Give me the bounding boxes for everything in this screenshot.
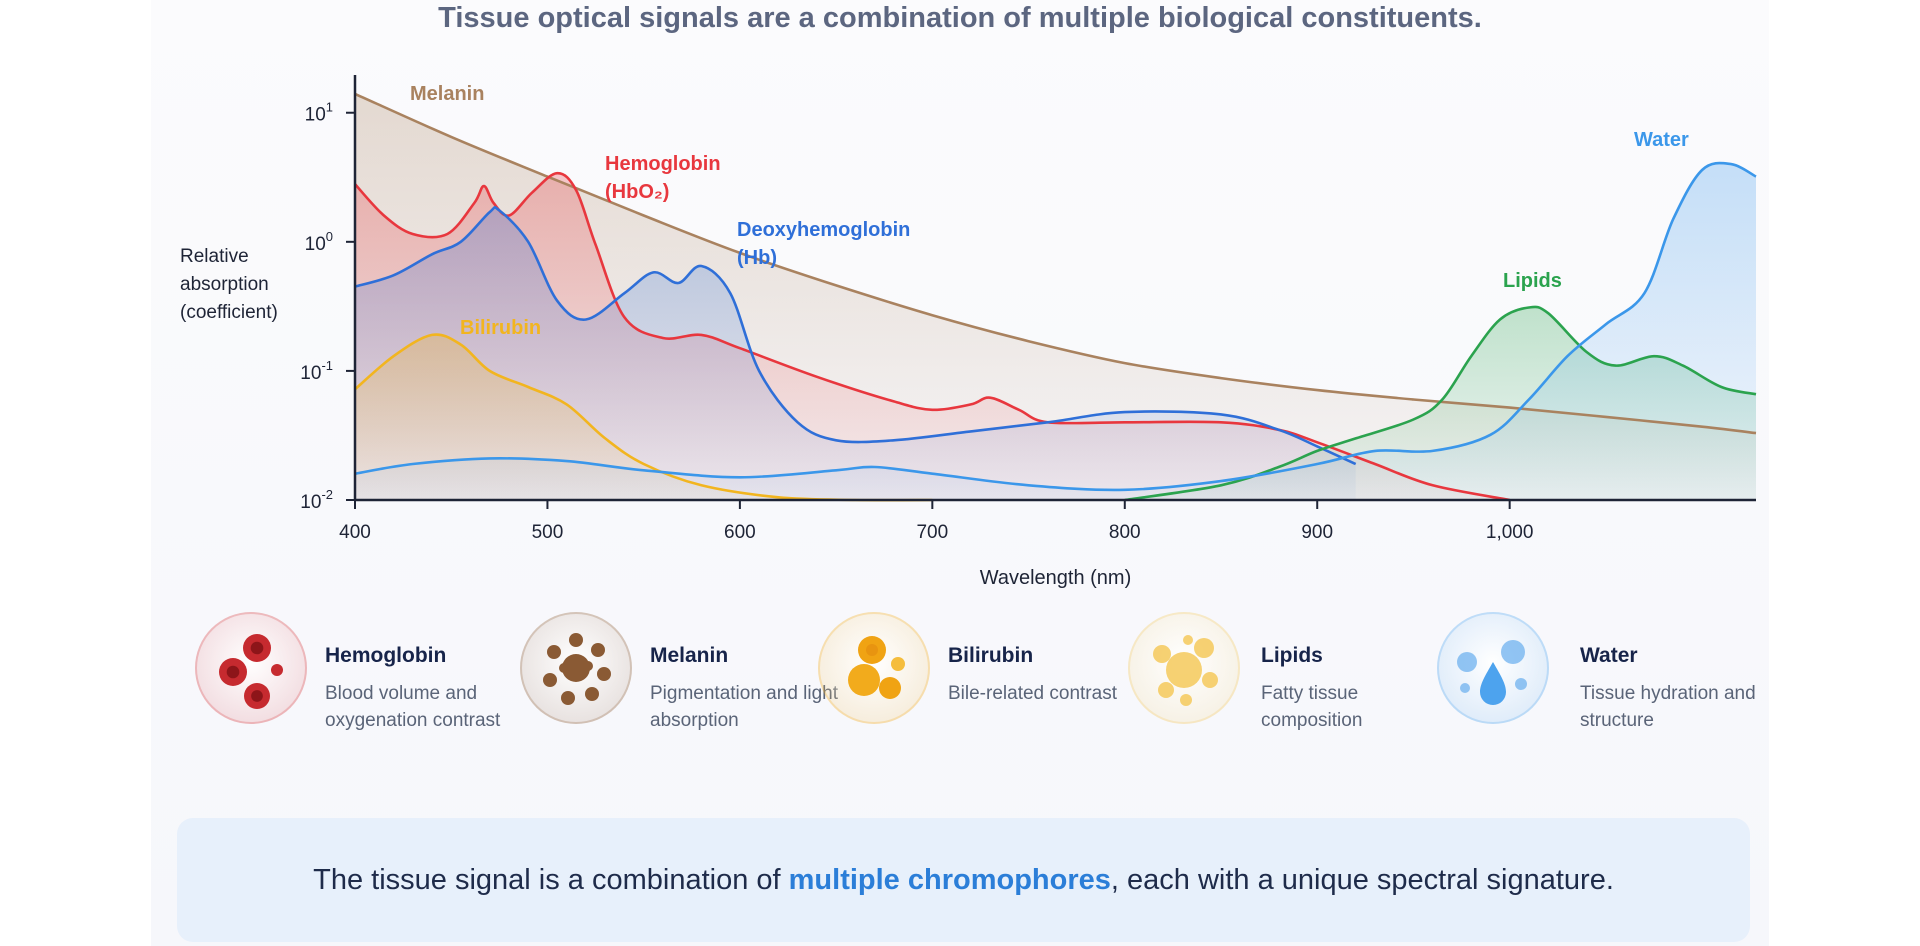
lipid-droplets-icon [1153, 635, 1218, 706]
series-label: Melanin [410, 83, 484, 105]
x-tick-label: 600 [724, 522, 756, 543]
y-axis-label: (coefficient) [180, 302, 278, 323]
callout-before: The tissue signal is a combination of [313, 864, 789, 896]
series-label: Lipids [1503, 270, 1562, 292]
legend-icon-circle [818, 612, 930, 724]
callout-highlight: multiple chromophores [788, 864, 1111, 896]
y-tick-label: 10-1 [300, 358, 333, 384]
summary-callout: The tissue signal is a combination of mu… [177, 818, 1750, 942]
callout-after: , each with a unique spectral signature. [1110, 864, 1614, 896]
y-tick-label: 100 [305, 229, 333, 255]
legend-description: Pigmentation and light absorption [650, 683, 839, 731]
series-label: Hemoglobin [605, 153, 721, 175]
legend-card-hemoglobin: Hemoglobin Blood volume and oxygenation c… [195, 612, 525, 742]
legend-title: Melanin [650, 644, 729, 667]
x-tick-label: 700 [916, 522, 948, 543]
line-water [354, 161, 1757, 492]
y-axis-label: absorption [180, 274, 269, 295]
absorption-chart: 400 500 600 700 800 900 1,000 101 100 10-1 10-2 Wav… [180, 75, 1757, 589]
area-water [355, 163, 1756, 500]
legend-description: Bile-related contrast [948, 683, 1117, 704]
series-label: Bilirubin [460, 317, 541, 339]
legend-icon-circle [1128, 612, 1240, 724]
x-tick-label: 400 [339, 522, 371, 543]
line-lipids [1124, 305, 1757, 502]
x-axis-label: Wavelength (nm) [980, 567, 1132, 589]
legend-card-bilirubin: Bilirubin Bile-related contrast [818, 612, 1148, 742]
x-tick-label: 900 [1301, 522, 1333, 543]
legend-description: Tissue hydration and structure [1580, 683, 1756, 731]
y-tick-label: 101 [305, 100, 333, 126]
legend-card-melanin: Melanin Pigmentation and light absorption [520, 612, 850, 742]
bilirubin-icon [848, 636, 905, 699]
legend-icon-circle [195, 612, 307, 724]
legend-icon-circle [1437, 612, 1549, 724]
line-deoxyhemoglobin-hb [354, 206, 1357, 466]
x-tick-label: 800 [1109, 522, 1141, 543]
legend-icon-circle [520, 612, 632, 724]
red-blood-cells-icon [219, 634, 283, 709]
series-label: Water [1634, 129, 1689, 151]
legend-title: Hemoglobin [325, 644, 447, 667]
series-label: (Hb) [737, 247, 777, 269]
legend-card-lipids: Lipids Fatty tissue composition [1128, 612, 1461, 742]
legend-description: Blood volume and oxygenation contrast [325, 683, 501, 731]
line-hemoglobin-hbo2 [354, 171, 1510, 502]
area-deoxyhemoglobin-hb [355, 207, 1356, 500]
headline: Tissue optical signals are a combination… [438, 2, 1482, 34]
line-melanin [354, 92, 1757, 435]
legend-title: Bilirubin [948, 644, 1034, 667]
legend-description: Fatty tissue composition [1261, 683, 1363, 731]
series-label: (HbO₂) [605, 181, 669, 203]
melanin-granules-icon [543, 633, 611, 705]
y-axis-label: Relative [180, 246, 249, 267]
water-droplet-icon [1457, 640, 1527, 705]
legend-card-water: Water Tissue hydration and structure [1437, 612, 1780, 742]
legend-title: Lipids [1261, 644, 1323, 667]
series-label: Deoxyhemoglobin [737, 219, 910, 241]
callout-text: The tissue signal is a combination of mu… [177, 818, 1750, 942]
legend-title: Water [1580, 644, 1638, 667]
y-tick-label: 10-2 [300, 487, 333, 513]
x-tick-label: 500 [532, 522, 564, 543]
line-bilirubin [354, 333, 933, 502]
x-tick-label: 1,000 [1486, 522, 1534, 543]
